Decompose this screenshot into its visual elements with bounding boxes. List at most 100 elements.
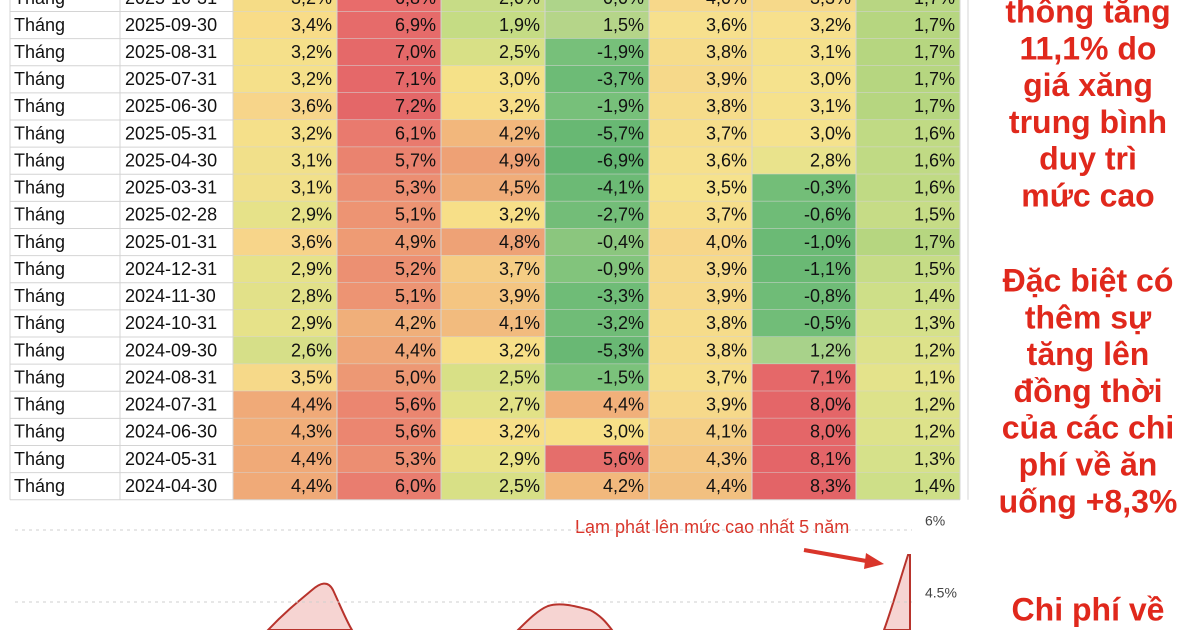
cell-fill xyxy=(233,174,337,202)
table-cell: 2024-04-30 xyxy=(125,476,217,496)
cell-fill xyxy=(233,364,337,392)
cell-fill xyxy=(545,364,649,392)
table-cell: 1,7% xyxy=(914,96,955,116)
cell-fill xyxy=(545,174,649,202)
cell-fill xyxy=(649,445,752,473)
cell-fill xyxy=(337,445,441,473)
table-cell: 3,2% xyxy=(499,422,540,442)
cell-fill xyxy=(337,337,441,365)
table-cell: 2,8% xyxy=(291,286,332,306)
cell-fill xyxy=(856,147,960,175)
table-cell: 3,6% xyxy=(706,150,747,170)
cell-fill xyxy=(752,38,856,66)
table-cell: Tháng xyxy=(14,395,65,415)
table-cell: 6,0% xyxy=(395,476,436,496)
table-cell: 7,0% xyxy=(395,42,436,62)
cell-fill xyxy=(441,282,545,310)
cell-fill xyxy=(856,11,960,39)
table-cell: 3,6% xyxy=(291,232,332,252)
cell-fill xyxy=(752,92,856,121)
cell-fill xyxy=(233,65,337,93)
side-note-line: duy trì xyxy=(1039,141,1137,177)
annotation: Lạm phát lên mức cao nhất 5 năm xyxy=(575,517,849,537)
table-cell: 2024-06-30 xyxy=(125,422,217,442)
table-cell: 2,9% xyxy=(499,449,540,469)
table-cell: 4,4% xyxy=(291,449,332,469)
table-cell: 2,9% xyxy=(291,313,332,333)
table-cell: Tháng xyxy=(14,0,65,8)
cell-fill xyxy=(752,120,856,148)
cell-fill xyxy=(441,174,545,202)
cell-fill xyxy=(856,201,960,229)
table-cell: -3,7% xyxy=(597,69,644,89)
cell-fill xyxy=(233,201,337,229)
cell-fill xyxy=(856,0,960,12)
table-cell: 1,7% xyxy=(914,0,955,8)
table-cell: 1,7% xyxy=(914,69,955,89)
table-cell: Tháng xyxy=(14,15,65,35)
cell-fill xyxy=(441,364,545,392)
table-cell: 8,0% xyxy=(810,395,851,415)
cell-fill xyxy=(441,228,545,256)
table-cell: 3,2% xyxy=(499,96,540,116)
table-cell: 3,3% xyxy=(810,0,851,8)
arrow-head xyxy=(864,553,884,569)
table-cell: 2025-03-31 xyxy=(125,178,217,198)
chart: Lạm phát lên mức cao nhất 5 năm 6% 4.5% xyxy=(15,513,957,630)
side-note-line: trung bình xyxy=(1009,104,1167,140)
cell-fill xyxy=(649,38,752,66)
cell-fill xyxy=(649,472,752,500)
cell-fill xyxy=(752,472,856,500)
table-cell: -0,9% xyxy=(597,259,644,279)
cell-fill xyxy=(233,472,337,500)
table-cell: 2,5% xyxy=(499,476,540,496)
cell-fill xyxy=(545,418,649,446)
cell-fill xyxy=(337,38,441,66)
cell-fill xyxy=(856,472,960,500)
cell-fill xyxy=(441,255,545,283)
table-cell: 5,3% xyxy=(395,178,436,198)
cell-fill xyxy=(233,418,337,446)
table-cell: 1,2% xyxy=(914,422,955,442)
table-cell: 2,9% xyxy=(291,259,332,279)
table-cell: 3,5% xyxy=(291,367,332,387)
table-cell: 7,1% xyxy=(810,367,851,387)
cell-fill xyxy=(856,418,960,446)
cell-fill xyxy=(752,65,856,93)
table: Tháng 2025-10-31 3,2% 6,8% 2,0% 0,0% 4,0% 3,3% 1… xyxy=(9,0,969,501)
table-cell: 1,3% xyxy=(914,313,955,333)
table-cell: 2,5% xyxy=(499,367,540,387)
cell-fill xyxy=(233,255,337,283)
table-cell: 3,8% xyxy=(706,96,747,116)
table-cell: 6,1% xyxy=(395,123,436,143)
table-cell: 3,2% xyxy=(499,340,540,360)
cell-fill xyxy=(233,147,337,175)
cell-fill xyxy=(233,11,337,39)
table-cell: Tháng xyxy=(14,42,65,62)
table-cell: 3,4% xyxy=(291,15,332,35)
cell-fill xyxy=(233,0,337,12)
area-decoration xyxy=(266,582,354,630)
side-note-line: thêm sự xyxy=(1025,299,1152,335)
cell-fill xyxy=(649,0,752,12)
cell-fill xyxy=(337,120,441,148)
cell-fill xyxy=(441,11,545,39)
table-cell: 5,3% xyxy=(395,449,436,469)
table-cell: 1,7% xyxy=(914,42,955,62)
table-cell: -1,9% xyxy=(597,96,644,116)
cell-fill xyxy=(441,472,545,500)
table-cell: 1,6% xyxy=(914,178,955,198)
table-cell: 5,2% xyxy=(395,259,436,279)
cell-fill xyxy=(856,309,960,337)
table-cell: 2,7% xyxy=(499,395,540,415)
cell-fill xyxy=(337,418,441,446)
table-cell: 2024-08-31 xyxy=(125,367,217,387)
cell-fill xyxy=(752,391,856,419)
cell-fill xyxy=(233,228,337,256)
cell-fill xyxy=(649,92,752,121)
table-cell: -0,8% xyxy=(804,286,851,306)
table-cell: Tháng xyxy=(14,232,65,252)
table-cell: 3,2% xyxy=(291,69,332,89)
cell-fill xyxy=(752,255,856,283)
cell-fill xyxy=(649,282,752,310)
